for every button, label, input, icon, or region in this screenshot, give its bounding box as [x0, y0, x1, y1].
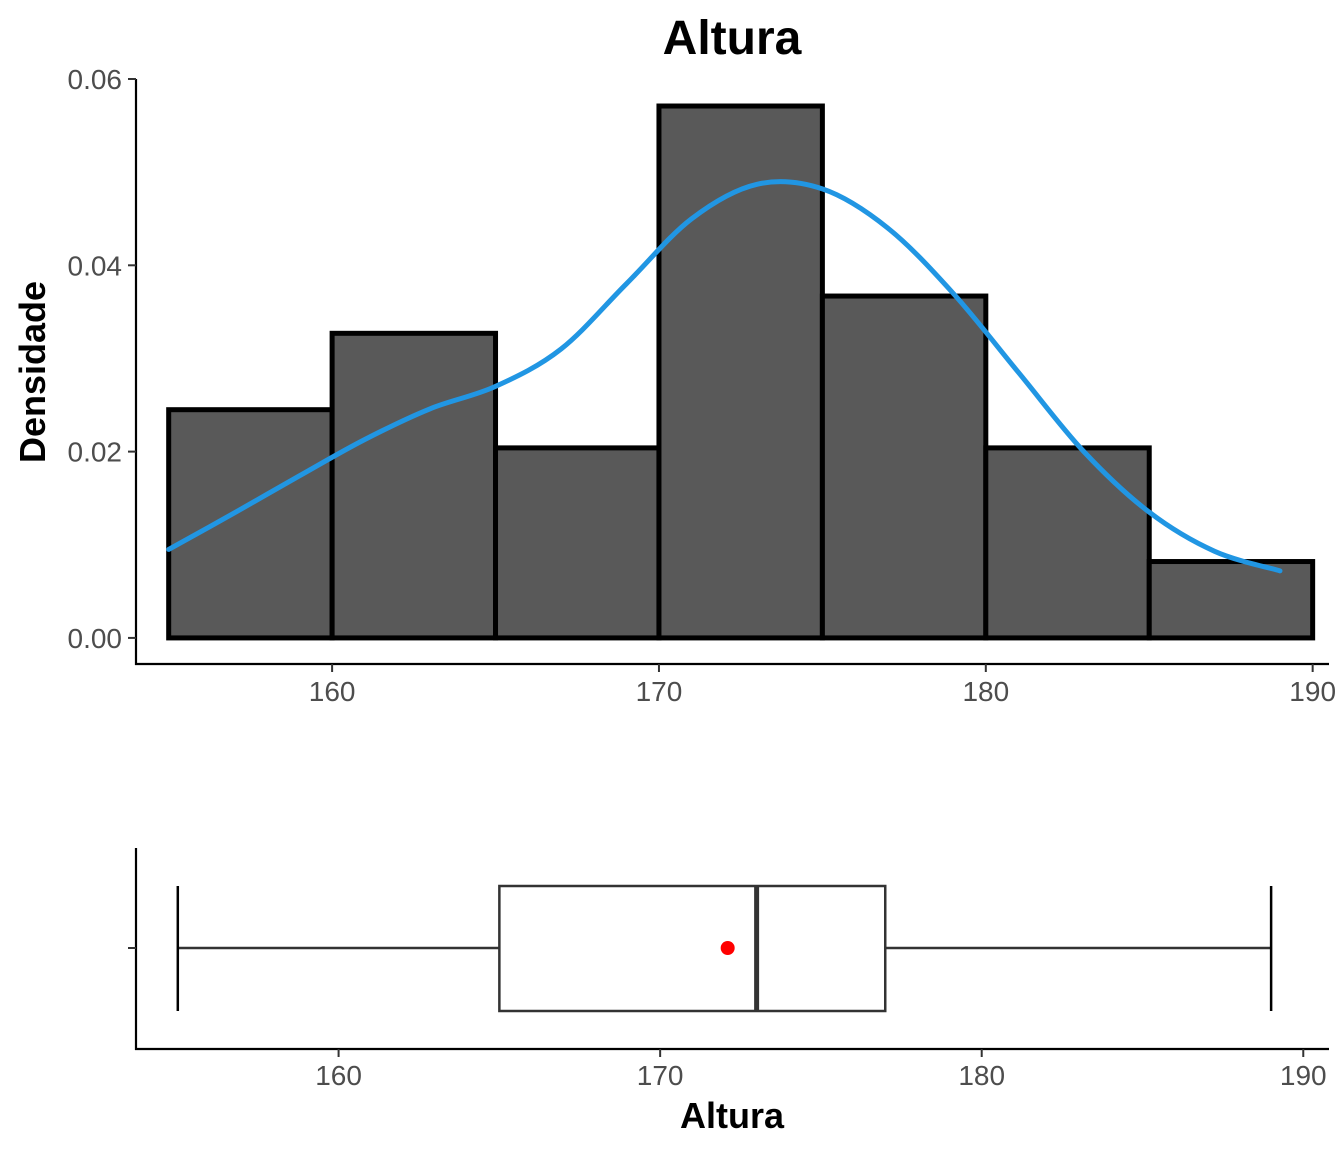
y-tick-label-3: 0.04 [68, 250, 123, 281]
boxplot-x-tick-label-1: 160 [315, 1060, 362, 1091]
x-tick-label-2: 170 [636, 676, 683, 707]
histogram-bar-6 [983, 445, 1152, 641]
boxplot-elements [176, 884, 1273, 1013]
y-tick-label-2: 0.02 [68, 437, 123, 468]
chart-title: Altura [663, 12, 802, 65]
boxplot-x-axis-ticks: 160 170 180 190 [315, 1049, 1327, 1091]
boxplot-panel: 160 170 180 190 Altura [128, 848, 1329, 1136]
mean-point [720, 941, 735, 955]
histogram-bar-7 [1146, 559, 1316, 641]
x-axis-ticks: 160 170 180 190 [309, 664, 1336, 707]
y-tick-label-1: 0.00 [68, 623, 123, 654]
y-tick-label-4: 0.06 [68, 64, 123, 95]
boxplot-x-tick-label-2: 170 [637, 1060, 684, 1091]
histogram-bar-4 [656, 103, 825, 641]
x-axis-title: Altura [680, 1095, 785, 1136]
histogram-bar-2 [329, 330, 499, 641]
x-tick-label-4: 190 [1289, 676, 1336, 707]
histogram-bar-1 [166, 407, 335, 641]
boxplot-x-tick-label-4: 190 [1280, 1060, 1327, 1091]
y-axis-title: Densidade [12, 281, 53, 463]
histogram-panel: 0.00 0.02 0.04 0.06 160 170 180 190 Densidade [12, 64, 1336, 707]
histogram-bar-5 [819, 293, 989, 641]
histogram-bar-3 [493, 445, 662, 641]
histogram-bars [166, 103, 1316, 641]
x-tick-label-3: 180 [962, 676, 1009, 707]
interquartile-box [498, 884, 887, 1013]
x-tick-label-1: 160 [309, 676, 356, 707]
boxplot-x-tick-label-3: 180 [958, 1060, 1005, 1091]
y-axis-ticks: 0.00 0.02 0.04 0.06 [68, 64, 136, 654]
density-curve [166, 179, 1283, 574]
